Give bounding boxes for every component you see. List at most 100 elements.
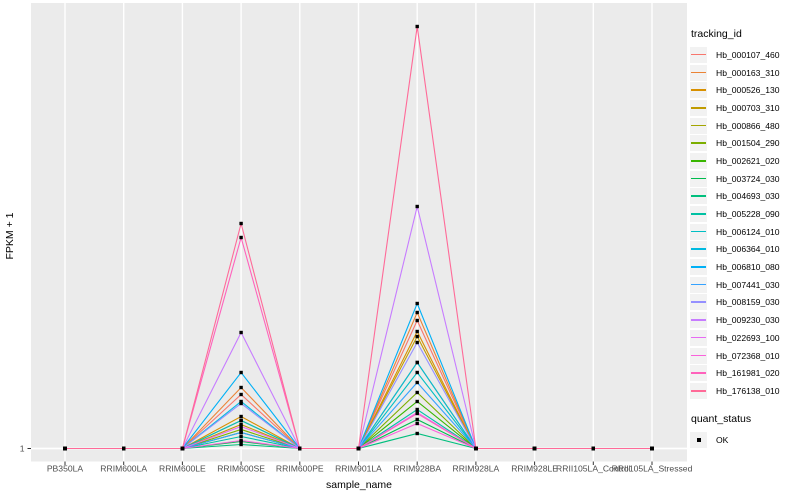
legend-key-swatch <box>690 188 707 205</box>
data-point-marker <box>415 360 419 365</box>
legend-entry-label: Hb_007441_030 <box>716 279 780 290</box>
data-point-marker <box>239 401 243 406</box>
legend-entry-label: Hb_009230_030 <box>716 315 780 326</box>
data-point-marker <box>415 411 419 416</box>
legend: tracking_id Hb_000107_460 Hb_000163_310 Hb… <box>690 28 800 448</box>
legend-entry-Hb_008159_030: Hb_008159_030 <box>690 294 800 312</box>
legend-entry-label: Hb_161981_020 <box>716 368 780 379</box>
legend-entry-label: Hb_072368_010 <box>716 350 780 361</box>
data-point-marker <box>474 446 478 451</box>
legend-key-line-icon <box>691 336 706 339</box>
data-point-marker <box>415 318 419 323</box>
legend-entry-label: Hb_003724_030 <box>716 173 780 184</box>
data-point-marker <box>415 431 419 436</box>
legend-key-swatch <box>690 170 707 187</box>
x-tick-label: RRIM600LE <box>159 464 206 474</box>
legend-key-line-icon <box>691 213 706 215</box>
x-tick-label: RRII105LA_Control <box>556 464 631 474</box>
legend-entry-Hb_007441_030: Hb_007441_030 <box>690 276 800 294</box>
legend-entry-Hb_001504_290: Hb_001504_290 <box>690 134 800 152</box>
data-point-marker <box>650 446 654 451</box>
legend-key-line-icon <box>691 248 706 250</box>
data-point-marker <box>239 422 243 427</box>
data-point-marker <box>180 446 185 451</box>
data-point-marker <box>415 407 419 412</box>
legend-entry-Hb_006364_010: Hb_006364_010 <box>690 241 800 259</box>
legend-entry-Hb_000526_130: Hb_000526_130 <box>690 81 800 99</box>
legend-entry-label: Hb_000107_460 <box>716 49 780 60</box>
data-point-marker <box>239 399 243 404</box>
legend-key-swatch <box>690 206 707 223</box>
quant-status-key-swatch <box>690 431 707 448</box>
legend-key-line-icon <box>691 230 706 233</box>
quant-status-entry: OK <box>690 431 800 449</box>
data-point-marker <box>415 390 419 395</box>
x-tick-label: RRIM928LA <box>452 464 499 474</box>
quant-status-label: OK <box>716 434 729 445</box>
data-point-marker <box>356 446 361 451</box>
legend-entry-Hb_072368_010: Hb_072368_010 <box>690 347 800 365</box>
legend-key-line-icon <box>691 159 706 162</box>
legend-key-line-icon <box>691 389 706 392</box>
x-tick-label: RRIM600SE <box>217 464 265 474</box>
legend-key-line-icon <box>691 301 706 304</box>
legend-key-line-icon <box>691 354 706 357</box>
legend-key-line-icon <box>691 319 706 321</box>
legend-entry-Hb_004693_030: Hb_004693_030 <box>690 188 800 206</box>
legend-key-line-icon <box>691 89 706 91</box>
data-point-marker <box>63 446 67 451</box>
square-marker-icon <box>696 437 701 442</box>
data-point-marker <box>239 330 243 335</box>
x-tick-label: RRIM600PE <box>276 464 324 474</box>
data-point-marker <box>415 399 419 404</box>
legend-key-line-icon <box>691 124 706 127</box>
legend-entry-label: Hb_000163_310 <box>716 67 780 78</box>
legend-entry-label: Hb_176138_010 <box>716 385 780 396</box>
data-point-marker <box>415 24 419 29</box>
legend-key-swatch <box>690 312 707 329</box>
y-axis-title: FPKM + 1 <box>4 212 16 259</box>
legend-entry-label: Hb_004693_030 <box>716 191 780 202</box>
legend-entry-Hb_022693_100: Hb_022693_100 <box>690 329 800 347</box>
legend-entry-label: Hb_000526_130 <box>716 85 780 96</box>
quant-status-entries: OK <box>690 431 800 449</box>
data-point-marker <box>415 301 419 306</box>
data-point-marker <box>239 221 243 226</box>
data-point-marker <box>239 385 243 390</box>
legend-entry-label: Hb_006810_080 <box>716 262 780 273</box>
data-point-marker <box>415 417 419 422</box>
legend-key-line-icon <box>691 283 706 286</box>
legend-key-swatch <box>690 117 707 134</box>
legend-title-quant-status: quant_status <box>691 412 752 425</box>
legend-key-line-icon <box>691 106 706 109</box>
legend-entry-Hb_000163_310: Hb_000163_310 <box>690 64 800 82</box>
data-point-marker <box>591 446 595 451</box>
legend-entry-label: Hb_001504_290 <box>716 138 780 149</box>
legend-entry-label: Hb_002621_020 <box>716 155 780 166</box>
legend-key-swatch <box>690 382 707 399</box>
legend-entry-Hb_006810_080: Hb_006810_080 <box>690 258 800 276</box>
legend-key-swatch <box>690 99 707 116</box>
legend-entry-Hb_161981_020: Hb_161981_020 <box>690 364 800 382</box>
legend-key-line-icon <box>691 177 706 180</box>
data-point-marker <box>415 310 419 315</box>
legend-key-swatch <box>690 82 707 99</box>
legend-entry-Hb_003724_030: Hb_003724_030 <box>690 170 800 188</box>
legend-key-swatch <box>690 365 707 382</box>
legend-key-swatch <box>690 152 707 169</box>
data-point-marker <box>415 421 419 426</box>
data-point-marker <box>239 392 243 397</box>
legend-key-swatch <box>690 135 707 152</box>
x-tick-label: RRIM600LA <box>100 464 147 474</box>
data-point-marker <box>239 427 243 432</box>
x-tick-label: RRIM928BA <box>393 464 441 474</box>
data-point-marker <box>415 334 419 339</box>
data-point-marker <box>239 442 243 447</box>
legend-entry-label: Hb_006364_010 <box>716 244 780 255</box>
data-point-marker <box>239 418 243 423</box>
y-tick-label: 1 <box>20 444 25 454</box>
legend-key-swatch <box>690 64 707 81</box>
x-tick-label: RRIM901LA <box>335 464 382 474</box>
legend-entry-Hb_000107_460: Hb_000107_460 <box>690 46 800 64</box>
